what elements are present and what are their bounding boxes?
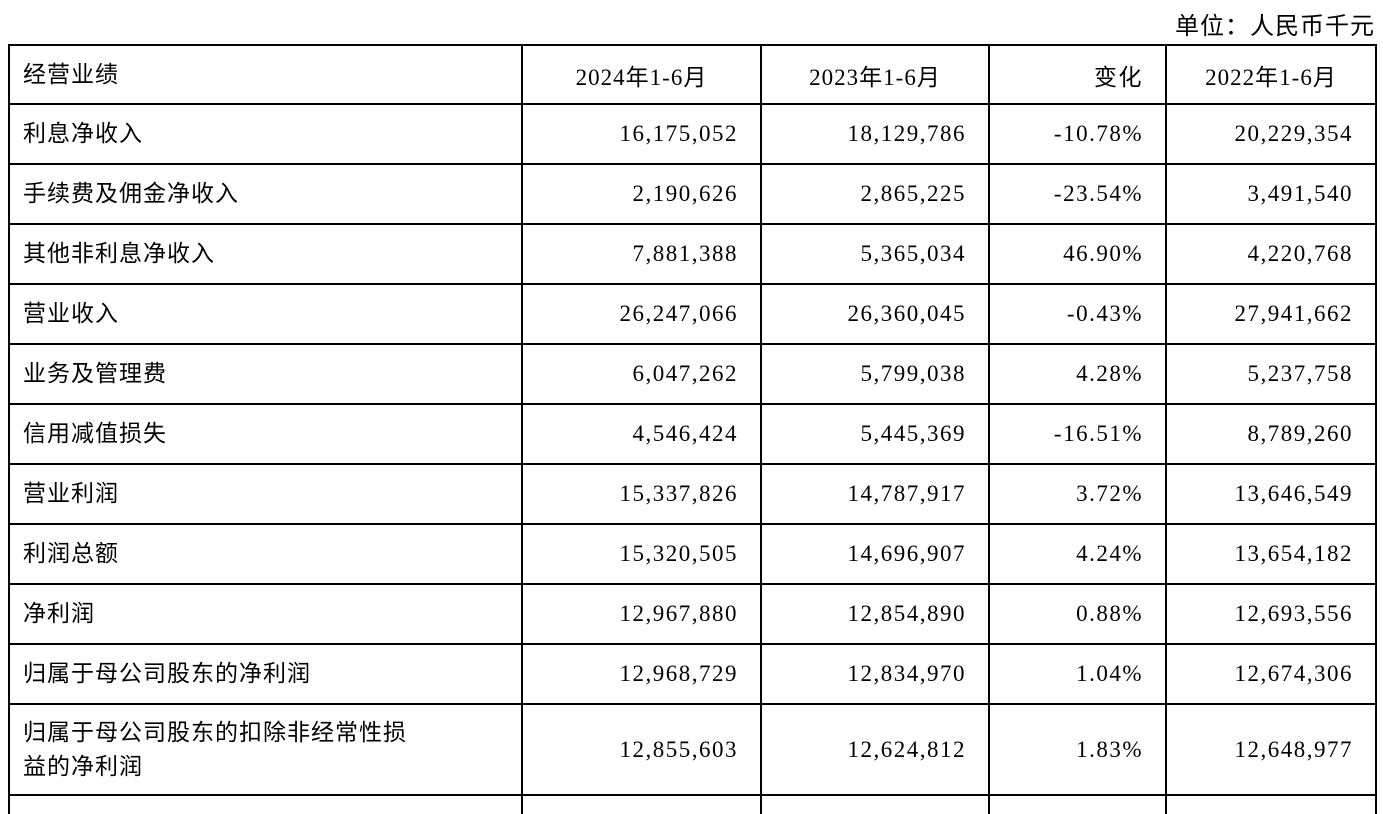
empty-cell — [760, 794, 990, 814]
value-2023: 18,129,786 — [760, 103, 990, 165]
row-label: 归属于母公司股东的净利润 — [8, 643, 523, 705]
row-label: 利润总额 — [8, 523, 523, 585]
row-label: 手续费及佣金净收入 — [8, 163, 523, 225]
value-change: -0.43% — [988, 283, 1167, 345]
row-label: 信用减值损失 — [8, 403, 523, 465]
value-2023: 26,360,045 — [760, 283, 990, 345]
value-2022: 12,693,556 — [1165, 583, 1377, 645]
row-label: 营业收入 — [8, 283, 523, 345]
value-2024: 7,881,388 — [521, 223, 762, 285]
empty-cell — [521, 794, 762, 814]
value-2024: 4,546,424 — [521, 403, 762, 465]
value-2023: 12,854,890 — [760, 583, 990, 645]
value-change: 46.90% — [988, 223, 1167, 285]
value-2022: 5,237,758 — [1165, 343, 1377, 405]
value-2024: 12,855,603 — [521, 703, 762, 796]
value-change: -10.78% — [988, 103, 1167, 165]
row-label: 业务及管理费 — [8, 343, 523, 405]
header-2022-h1: 2022年1-6月 — [1165, 44, 1377, 105]
table-header-row: 经营业绩 2024年1-6月 2023年1-6月 变化 2022年1-6月 — [8, 44, 1377, 105]
table-row-partial — [8, 794, 1377, 814]
value-2023: 2,865,225 — [760, 163, 990, 225]
row-label: 利息净收入 — [8, 103, 523, 165]
table-row: 营业利润 15,337,826 14,787,917 3.72% 13,646,… — [8, 463, 1377, 525]
header-2024-h1: 2024年1-6月 — [521, 44, 762, 105]
header-change: 变化 — [988, 44, 1167, 105]
value-2024: 12,968,729 — [521, 643, 762, 705]
row-label: 净利润 — [8, 583, 523, 645]
header-metric: 经营业绩 — [8, 44, 523, 105]
value-2024: 15,337,826 — [521, 463, 762, 525]
value-2022: 3,491,540 — [1165, 163, 1377, 225]
table-row: 信用减值损失 4,546,424 5,445,369 -16.51% 8,789… — [8, 403, 1377, 465]
value-change: 0.88% — [988, 583, 1167, 645]
value-2022: 13,646,549 — [1165, 463, 1377, 525]
value-change: -23.54% — [988, 163, 1167, 225]
value-2024: 26,247,066 — [521, 283, 762, 345]
value-change: 1.04% — [988, 643, 1167, 705]
value-2023: 12,834,970 — [760, 643, 990, 705]
value-change: 3.72% — [988, 463, 1167, 525]
value-2023: 5,799,038 — [760, 343, 990, 405]
operating-results-table: 经营业绩 2024年1-6月 2023年1-6月 变化 2022年1-6月 利息… — [8, 44, 1377, 814]
value-2024: 12,967,880 — [521, 583, 762, 645]
table-row: 手续费及佣金净收入 2,190,626 2,865,225 -23.54% 3,… — [8, 163, 1377, 225]
unit-note: 单位：人民币千元 — [1175, 14, 1375, 40]
row-label: 归属于母公司股东的扣除非经常性损益的净利润 — [8, 703, 523, 796]
empty-cell — [1165, 794, 1377, 814]
value-change: 4.28% — [988, 343, 1167, 405]
value-2023: 12,624,812 — [760, 703, 990, 796]
value-2022: 27,941,662 — [1165, 283, 1377, 345]
value-2022: 4,220,768 — [1165, 223, 1377, 285]
value-2022: 20,229,354 — [1165, 103, 1377, 165]
empty-cell — [8, 794, 523, 814]
table-row: 归属于母公司股东的净利润 12,968,729 12,834,970 1.04%… — [8, 643, 1377, 705]
table-row: 营业收入 26,247,066 26,360,045 -0.43% 27,941… — [8, 283, 1377, 345]
table-row: 业务及管理费 6,047,262 5,799,038 4.28% 5,237,7… — [8, 343, 1377, 405]
value-change: 1.83% — [988, 703, 1167, 796]
row-label: 其他非利息净收入 — [8, 223, 523, 285]
value-2023: 5,445,369 — [760, 403, 990, 465]
value-2024: 2,190,626 — [521, 163, 762, 225]
value-2024: 6,047,262 — [521, 343, 762, 405]
value-2022: 12,674,306 — [1165, 643, 1377, 705]
value-2024: 15,320,505 — [521, 523, 762, 585]
empty-cell — [988, 794, 1167, 814]
table-row: 归属于母公司股东的扣除非经常性损益的净利润 12,855,603 12,624,… — [8, 703, 1377, 796]
table-row: 利息净收入 16,175,052 18,129,786 -10.78% 20,2… — [8, 103, 1377, 165]
value-change: -16.51% — [988, 403, 1167, 465]
value-change: 4.24% — [988, 523, 1167, 585]
row-label-text: 归属于母公司股东的扣除非经常性损益的净利润 — [23, 720, 407, 779]
value-2023: 14,787,917 — [760, 463, 990, 525]
value-2022: 13,654,182 — [1165, 523, 1377, 585]
table-row: 净利润 12,967,880 12,854,890 0.88% 12,693,5… — [8, 583, 1377, 645]
value-2023: 14,696,907 — [760, 523, 990, 585]
row-label: 营业利润 — [8, 463, 523, 525]
value-2022: 8,789,260 — [1165, 403, 1377, 465]
value-2022: 12,648,977 — [1165, 703, 1377, 796]
table-row: 利润总额 15,320,505 14,696,907 4.24% 13,654,… — [8, 523, 1377, 585]
value-2023: 5,365,034 — [760, 223, 990, 285]
table-row: 其他非利息净收入 7,881,388 5,365,034 46.90% 4,22… — [8, 223, 1377, 285]
header-2023-h1: 2023年1-6月 — [760, 44, 990, 105]
value-2024: 16,175,052 — [521, 103, 762, 165]
